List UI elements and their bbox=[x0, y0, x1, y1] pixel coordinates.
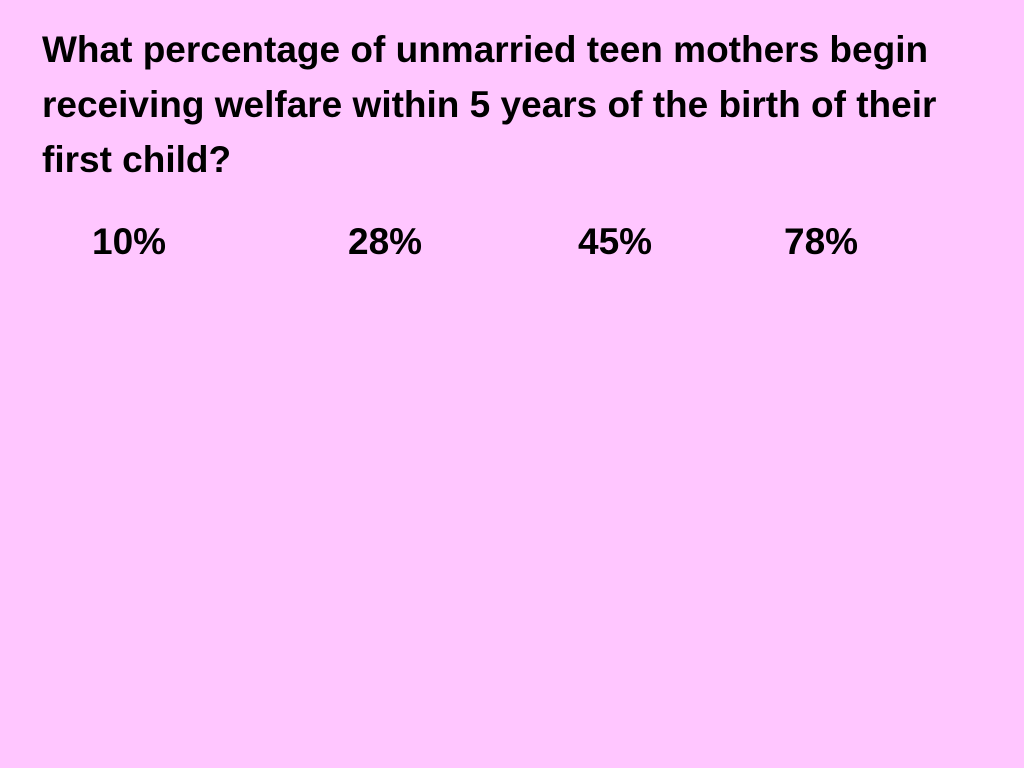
option: 28% bbox=[348, 221, 423, 262]
question: What percentage of unmarried teen mother… bbox=[42, 29, 937, 180]
option: 10% bbox=[92, 221, 167, 262]
option: 78% bbox=[784, 221, 859, 262]
option: 45% bbox=[578, 221, 653, 262]
